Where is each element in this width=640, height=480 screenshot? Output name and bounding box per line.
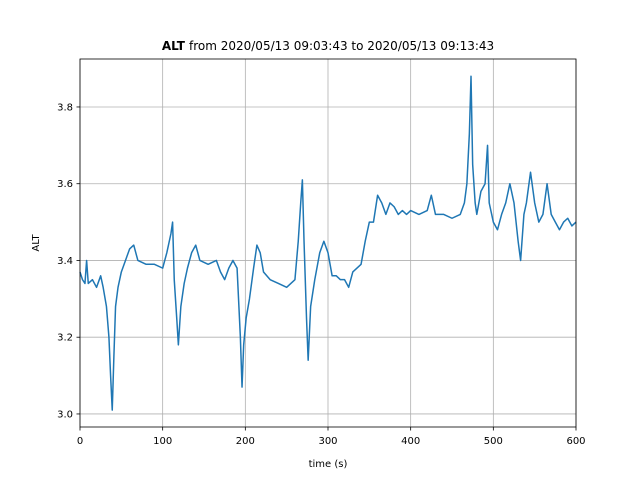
x-tick-label: 300 <box>318 436 337 447</box>
x-tick-label: 0 <box>77 436 83 447</box>
y-tick-label: 3.0 <box>57 409 73 420</box>
y-tick-label: 3.8 <box>57 102 73 113</box>
plot-frame <box>79 58 577 428</box>
x-tick-label: 600 <box>566 436 585 447</box>
x-tick-label: 100 <box>153 436 172 447</box>
y-tick-label: 3.2 <box>57 333 73 344</box>
title-bold: ALT <box>162 39 186 53</box>
y-tick-label: 3.6 <box>57 179 73 190</box>
title-rest: from 2020/05/13 09:03:43 to 2020/05/13 0… <box>189 39 494 53</box>
x-axis-label: time (s) <box>309 459 348 470</box>
x-tick-label: 200 <box>236 436 255 447</box>
x-tick-label: 500 <box>484 436 503 447</box>
data-line <box>79 75 577 411</box>
y-tick-label: 3.4 <box>57 256 73 267</box>
y-axis-label: ALT <box>31 234 42 252</box>
x-tick-label: 400 <box>401 436 420 447</box>
chart-title: ALT from 2020/05/13 09:03:43 to 2020/05/1… <box>162 39 494 53</box>
